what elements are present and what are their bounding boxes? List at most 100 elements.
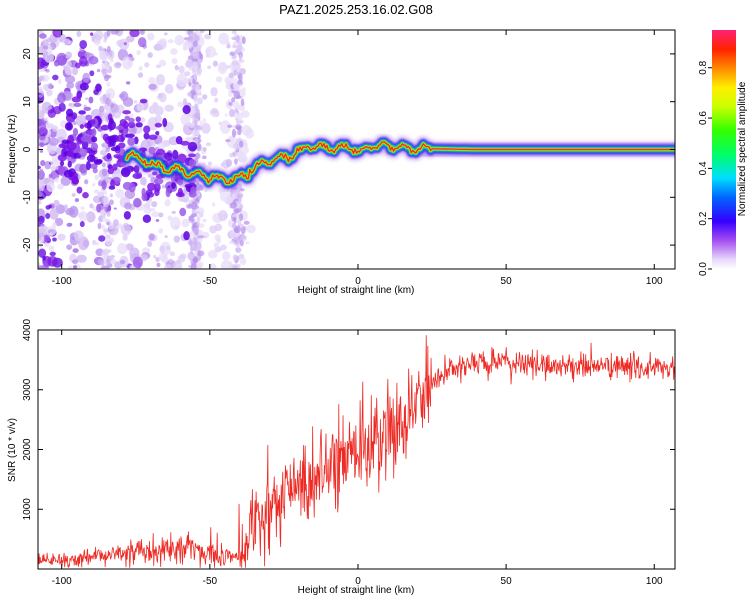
spectrogram-noise-blob (44, 107, 49, 111)
spectrogram-noise-blob (102, 94, 107, 103)
spectrogram-noise-blob (240, 235, 248, 242)
spectrogram-noise-blob (109, 199, 114, 206)
spectrogram-noise-blob (170, 48, 178, 55)
spectrogram-noise-blob (195, 197, 200, 203)
spectrogram-noise-blob (101, 168, 108, 177)
spectrogram-noise-blob (105, 258, 110, 268)
spectrogram-noise-blob (164, 84, 174, 94)
spectrogram-noise-blob (235, 247, 242, 254)
spectrogram-noise-blob (71, 96, 82, 103)
spectrogram-noise-blob (164, 263, 173, 269)
spectrogram-noise-blob (178, 65, 185, 74)
spectrogram-noise-blob (238, 73, 243, 82)
spectrogram-noise-blob (38, 243, 43, 249)
spectrogram-noise-blob (189, 78, 193, 84)
spectrogram-noise-blob (167, 39, 174, 44)
spectrogram-noise-blob (197, 235, 204, 239)
spectrogram-y-tick-label: -10 (22, 190, 33, 205)
spectrogram-noise-blob (107, 255, 114, 260)
snr-y-label: SNR (10 * v/v) (7, 418, 18, 482)
snr-panel: -100 -50 0 50 100 1000 2000 3000 4000 Height of… (7, 318, 676, 596)
spectrogram-noise-blob (65, 207, 76, 216)
spectrogram-noise-blob (229, 202, 237, 209)
spectrogram-noise-blob (231, 97, 236, 103)
spectrogram-noise-blob (53, 199, 60, 208)
spectrogram-noise-blob (106, 30, 111, 37)
spectrogram-noise-blob (188, 215, 193, 222)
spectrogram-noise-blob (193, 34, 200, 42)
spectrogram-noise-blob (81, 140, 89, 150)
spectrogram-noise-blob (38, 248, 47, 258)
spectrogram-noise-blob (172, 149, 179, 160)
spectrogram-noise-blob (194, 138, 199, 144)
spectrogram-noise-blob (142, 214, 152, 223)
spectrogram-noise-blob (202, 94, 208, 100)
spectrogram-noise-blob (68, 103, 72, 107)
spectrogram-noise-blob (61, 139, 71, 144)
spectrogram-noise-blob (94, 241, 99, 246)
spectrogram-noise-blob (232, 232, 238, 240)
spectrogram-noise-blob (182, 105, 191, 115)
spectrogram-noise-blob (232, 150, 238, 158)
spectrogram-noise-blob (91, 136, 98, 143)
spectrogram-noise-blob (137, 72, 144, 78)
spectrogram-noise-blob (173, 235, 181, 243)
spectrogram-noise-blob (187, 240, 193, 246)
spectrogram-noise-blob (196, 44, 202, 51)
spectrogram-noise-blob (65, 54, 70, 59)
spectrogram-y-tick-label: 20 (22, 48, 33, 60)
spectrogram-noise-blob (73, 152, 82, 159)
snr-x-tick-label: -100 (52, 576, 72, 587)
spectrogram-noise-blob (175, 191, 185, 198)
spectrogram-noise-blob (228, 90, 233, 98)
spectrogram-noise-blob (155, 64, 162, 69)
spectrogram-noise-blob (194, 111, 200, 119)
spectrogram-noise-blob (85, 160, 91, 171)
spectrogram-noise-blob (239, 188, 245, 192)
spectrogram-noise-blob (98, 172, 102, 178)
spectrogram-noise-blob (183, 230, 190, 241)
spectrogram-noise-blob (43, 117, 49, 121)
spectrogram-noise-blob (161, 184, 166, 189)
spectrogram-noise-blob (92, 167, 98, 174)
spectrogram-noise-blob (103, 190, 108, 196)
spectrogram-noise-blob (57, 92, 66, 104)
spectrogram-noise-blob (238, 104, 246, 112)
spectrogram-noise-blob (66, 141, 77, 151)
spectrogram-noise-blob (240, 98, 245, 107)
snr-series-line (38, 335, 675, 569)
spectrogram-noise-blob (76, 115, 87, 127)
spectrogram-noise-blob (128, 182, 136, 193)
spectrogram-noise-blob (39, 149, 44, 153)
spectrogram-noise-blob (207, 249, 218, 259)
spectrogram-noise-blob (202, 146, 207, 152)
spectrogram-noise-blob (98, 112, 105, 116)
spectrogram-noise-blob (139, 117, 146, 123)
spectrogram-noise-blob (96, 158, 103, 164)
spectrogram-noise-blob (48, 173, 53, 179)
spectrogram-noise-blob (191, 78, 196, 85)
spectrogram-noise-blob (65, 108, 74, 117)
spectrogram-noise-blob (66, 222, 73, 227)
spectrogram-noise-blob (226, 80, 231, 90)
spectrogram-noise-blob (59, 160, 65, 167)
spectrogram-noise-blob (65, 60, 72, 69)
spectrogram-noise-blob (106, 221, 110, 226)
spectrogram-noise-blob (151, 201, 158, 208)
spectrogram-noise-blob (159, 59, 167, 67)
spectrogram-noise-blob (76, 186, 83, 194)
spectrogram-noise-blob (66, 244, 73, 251)
spectrogram-noise-blob (78, 110, 86, 115)
spectrogram-noise-blob (124, 202, 132, 210)
spectrogram-noise-blob (95, 83, 102, 92)
spectrogram-noise-blob (45, 213, 51, 220)
spectrogram-noise-blob (38, 265, 43, 269)
spectrogram-noise-blob (145, 189, 153, 196)
spectrogram-noise-blob (109, 30, 120, 35)
spectrogram-noise-blob (214, 223, 223, 232)
spectrogram-noise-blob (147, 117, 159, 131)
spectrogram-noise-blob (73, 265, 78, 269)
spectrogram-noise-blob (169, 251, 175, 257)
spectrogram-noise-blob (86, 213, 90, 218)
spectrogram-noise-blob (84, 179, 89, 185)
